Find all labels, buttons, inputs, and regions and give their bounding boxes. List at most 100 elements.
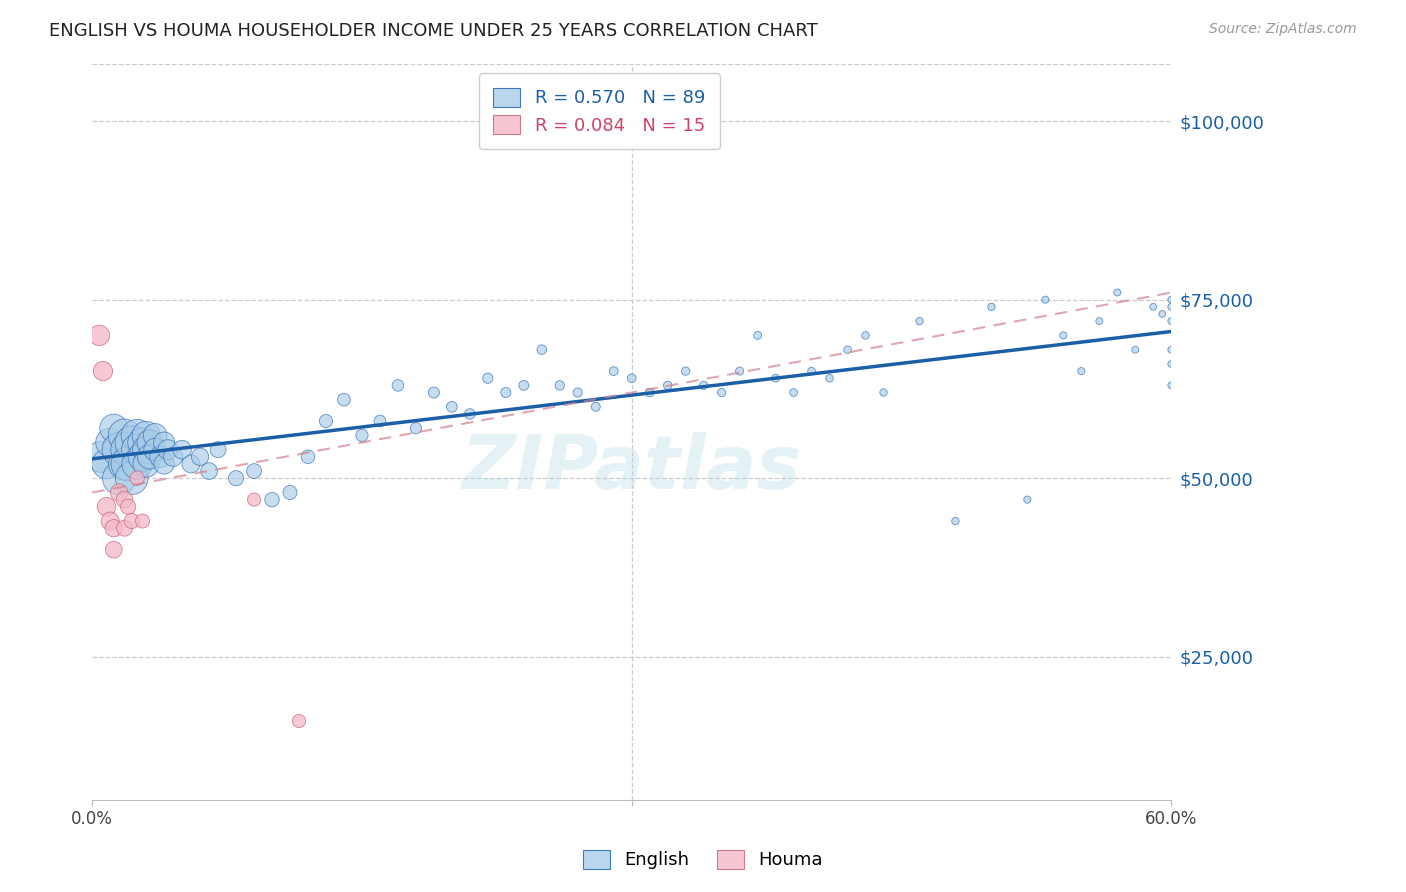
Point — [513, 378, 536, 392]
Point — [657, 378, 679, 392]
Point — [477, 371, 499, 385]
Point — [108, 442, 131, 457]
Point — [121, 514, 143, 528]
Point — [315, 414, 337, 428]
Point — [114, 521, 136, 535]
Point — [440, 400, 463, 414]
Point — [333, 392, 356, 407]
Point — [143, 428, 166, 442]
Point — [260, 492, 283, 507]
Point — [131, 435, 153, 450]
Point — [153, 435, 176, 450]
Point — [91, 364, 114, 378]
Point — [297, 450, 319, 464]
Point — [1160, 357, 1182, 371]
Point — [872, 385, 894, 400]
Point — [103, 542, 125, 557]
Point — [114, 428, 136, 442]
Point — [278, 485, 301, 500]
Point — [818, 371, 841, 385]
Point — [188, 450, 211, 464]
Point — [131, 514, 153, 528]
Point — [117, 457, 139, 471]
Point — [143, 442, 166, 457]
Point — [207, 442, 229, 457]
Point — [1107, 285, 1129, 300]
Point — [172, 442, 194, 457]
Point — [127, 442, 149, 457]
Point — [980, 300, 1002, 314]
Point — [387, 378, 409, 392]
Point — [153, 457, 176, 471]
Point — [1160, 293, 1182, 307]
Point — [96, 457, 118, 471]
Point — [458, 407, 481, 421]
Point — [98, 514, 121, 528]
Point — [288, 714, 311, 728]
Point — [638, 385, 661, 400]
Point — [127, 428, 149, 442]
Point — [156, 442, 179, 457]
Point — [1152, 307, 1174, 321]
Legend: English, Houma: English, Houma — [574, 840, 832, 879]
Point — [180, 457, 202, 471]
Point — [114, 457, 136, 471]
Point — [855, 328, 877, 343]
Point — [89, 328, 111, 343]
Point — [127, 457, 149, 471]
Point — [96, 500, 118, 514]
Point — [1017, 492, 1039, 507]
Point — [114, 492, 136, 507]
Point — [135, 428, 157, 442]
Point — [567, 385, 589, 400]
Point — [108, 471, 131, 485]
Point — [162, 450, 184, 464]
Point — [131, 450, 153, 464]
Point — [117, 442, 139, 457]
Point — [908, 314, 931, 328]
Point — [103, 521, 125, 535]
Point — [1160, 300, 1182, 314]
Point — [728, 364, 751, 378]
Point — [135, 457, 157, 471]
Point — [1033, 293, 1056, 307]
Text: Source: ZipAtlas.com: Source: ZipAtlas.com — [1209, 22, 1357, 37]
Point — [225, 471, 247, 485]
Point — [603, 364, 626, 378]
Point — [138, 435, 160, 450]
Point — [117, 500, 139, 514]
Point — [945, 514, 967, 528]
Point — [98, 435, 121, 450]
Point — [1052, 328, 1074, 343]
Point — [837, 343, 859, 357]
Point — [1088, 314, 1111, 328]
Point — [710, 385, 733, 400]
Point — [800, 364, 823, 378]
Point — [620, 371, 643, 385]
Point — [121, 471, 143, 485]
Point — [149, 450, 172, 464]
Point — [692, 378, 714, 392]
Point — [530, 343, 553, 357]
Point — [138, 450, 160, 464]
Point — [675, 364, 697, 378]
Point — [405, 421, 427, 435]
Point — [243, 464, 266, 478]
Point — [495, 385, 517, 400]
Point — [127, 471, 149, 485]
Text: ENGLISH VS HOUMA HOUSEHOLDER INCOME UNDER 25 YEARS CORRELATION CHART: ENGLISH VS HOUMA HOUSEHOLDER INCOME UNDE… — [49, 22, 818, 40]
Point — [747, 328, 769, 343]
Legend: R = 0.570   N = 89, R = 0.084   N = 15: R = 0.570 N = 89, R = 0.084 N = 15 — [479, 73, 720, 149]
Point — [135, 442, 157, 457]
Point — [103, 421, 125, 435]
Point — [368, 414, 391, 428]
Point — [1070, 364, 1092, 378]
Point — [1142, 300, 1164, 314]
Point — [548, 378, 571, 392]
Point — [121, 435, 143, 450]
Point — [782, 385, 804, 400]
Point — [765, 371, 787, 385]
Point — [350, 428, 373, 442]
Point — [108, 485, 131, 500]
Point — [198, 464, 221, 478]
